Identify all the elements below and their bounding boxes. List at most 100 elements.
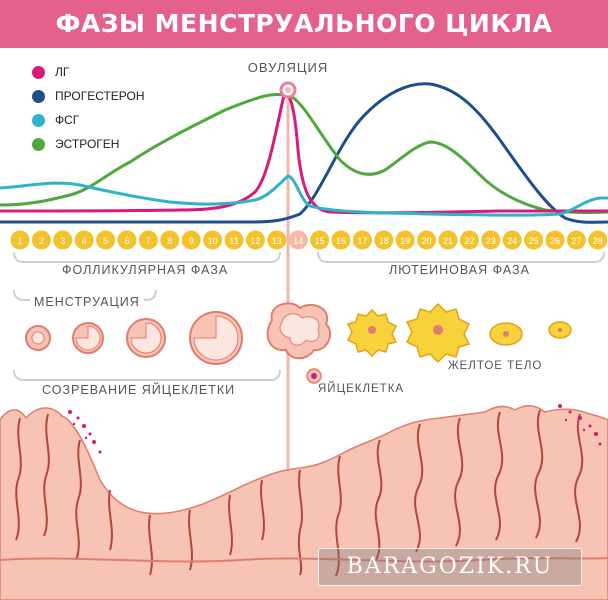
day-circle (224, 230, 244, 250)
day-circle (53, 230, 73, 250)
day-number: 15 (315, 236, 325, 246)
ovulation-marker-core (285, 87, 291, 93)
follicle-2 (72, 322, 104, 354)
day-circle (74, 230, 94, 250)
legend-item-estrogen: ЭСТРОГЕН (32, 132, 145, 156)
legend-dot-icon (32, 89, 45, 103)
legend-label: ПРОГЕСТЕРОН (55, 89, 145, 103)
day-number: 5 (103, 236, 108, 246)
day-number: 7 (146, 236, 151, 246)
day-circle (417, 230, 437, 250)
corpus-luteum-1 (346, 308, 398, 358)
day-number: 19 (400, 236, 410, 246)
fsh-curve (0, 174, 608, 217)
corpus-luteum-3 (489, 322, 523, 346)
egg-label: ЯЙЦЕКЛЕТКА (318, 383, 405, 395)
follicle-3 (126, 318, 166, 358)
day-circle (524, 230, 544, 250)
day-circle (117, 230, 137, 250)
maturation-label: СОЗРЕВАНИЕ ЯЙЦЕКЛЕТКИ (38, 383, 240, 397)
follicular-bracket (13, 251, 281, 263)
follicle-1 (25, 325, 51, 351)
estrogen-curve (0, 92, 608, 215)
day-number: 3 (60, 236, 65, 246)
ovulation-label: ОВУЛЯЦИЯ (247, 60, 329, 75)
day-circle (331, 230, 351, 250)
day-circle (31, 230, 51, 250)
day-circle (138, 230, 158, 250)
day-circle (588, 230, 608, 250)
day-number: 4 (82, 236, 87, 246)
day-number: 12 (250, 236, 260, 246)
day-number: 13 (272, 236, 282, 246)
corpus-luteum-4 (548, 321, 572, 339)
legend-label: ФСГ (55, 113, 80, 127)
legend: ЛГ ПРОГЕСТЕРОН ФСГ ЭСТРОГЕН (32, 60, 145, 156)
egg-cell (306, 368, 322, 384)
day-circle (502, 230, 522, 250)
luteal-phase-label: ЛЮТЕИНОВАЯ ФАЗА (385, 263, 534, 277)
legend-dot-icon (32, 137, 45, 151)
header-bar (0, 0, 608, 48)
day-number: 26 (550, 236, 560, 246)
day-number: 22 (464, 236, 474, 246)
day-number: 11 (229, 236, 238, 246)
day-number: 24 (507, 236, 517, 246)
day-number: 18 (379, 236, 389, 246)
day-number: 14 (293, 236, 303, 246)
basal-layer (0, 557, 608, 563)
day-circle (203, 230, 223, 250)
day-circle (310, 230, 330, 250)
ruptured-follicle (266, 302, 332, 360)
watermark: BARAGOZIK.RU (318, 548, 582, 586)
page-title: ФАЗЫ МЕНСТРУАЛЬНОГО ЦИКЛА (55, 9, 553, 38)
day-circle (267, 230, 287, 250)
legend-label: ЛГ (55, 65, 70, 79)
day-number: 27 (571, 236, 581, 246)
day-number: 17 (357, 236, 367, 246)
day-number: 20 (422, 236, 432, 246)
day-number: 28 (593, 236, 603, 246)
day-circle (459, 230, 479, 250)
day-number: 10 (208, 236, 218, 246)
day-circle (374, 230, 394, 250)
legend-item-fsh: ФСГ (32, 108, 145, 132)
maturation-bracket (13, 369, 281, 381)
day-circle (10, 230, 30, 250)
legend-dot-icon (32, 113, 45, 127)
follicular-phase-label: ФОЛЛИКУЛЯРНАЯ ФАЗА (58, 263, 233, 277)
day-circle (566, 230, 586, 250)
day-circle (481, 230, 501, 250)
day-circle (245, 230, 265, 250)
corpus-luteum-label: ЖЕЛТОЕ ТЕЛО (448, 360, 543, 372)
glands (15, 409, 584, 577)
day-number: 16 (336, 236, 346, 246)
corpus-luteum-2 (405, 302, 471, 364)
day-number: 6 (124, 236, 129, 246)
day-number: 23 (486, 236, 496, 246)
day-circle (545, 230, 565, 250)
day-circle (395, 230, 415, 250)
menstruation-label: МЕНСТРУАЦИЯ (30, 295, 144, 309)
day-number: 25 (529, 236, 539, 246)
day-circle (438, 230, 458, 250)
day-number: 1 (17, 236, 22, 246)
legend-label: ЭСТРОГЕН (55, 137, 120, 151)
day-number: 8 (167, 236, 172, 246)
follicle-4 (189, 311, 243, 365)
legend-dot-icon (32, 65, 45, 79)
day-number: 9 (189, 236, 194, 246)
day-number: 21 (443, 236, 453, 246)
day-circle (352, 230, 372, 250)
lh-curve (0, 92, 608, 215)
legend-item-progesterone: ПРОГЕСТЕРОН (32, 84, 145, 108)
day-circle (96, 230, 116, 250)
day-circle (181, 230, 201, 250)
luteal-bracket (317, 251, 605, 263)
day-number: 2 (39, 236, 44, 246)
